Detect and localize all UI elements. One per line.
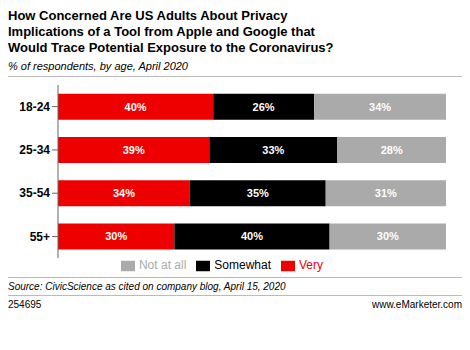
html-text:Not at all: Not at all [139, 258, 187, 273]
svg-text:40%: 40% [125, 101, 147, 113]
svg-text:34%: 34% [113, 187, 135, 199]
svg-text:31%: 31% [375, 187, 397, 199]
svg-text:28%: 28% [381, 144, 403, 156]
svg-text:55+: 55+ [30, 230, 50, 244]
svg-text:30%: 30% [377, 230, 399, 242]
html-text:254695: 254695 [8, 299, 42, 310]
html-text:Very: Very [299, 258, 323, 273]
html-text:Somewhat: Somewhat [214, 258, 271, 273]
html-text:Would Trace Potential Exposure: Would Trace Potential Exposure to the Co… [8, 40, 334, 55]
svg-text:34%: 34% [369, 101, 391, 113]
svg-text:39%: 39% [123, 144, 145, 156]
svg-text:35-54: 35-54 [19, 186, 50, 200]
html-text:Implications of a Tool from Ap: Implications of a Tool from Apple and Go… [8, 24, 315, 39]
svg-text:25-34: 25-34 [19, 143, 50, 157]
html-text:Source: CivicScience as cited: Source: CivicScience as cited on company… [8, 281, 286, 292]
html-text:How Concerned Are US Adults Ab: How Concerned Are US Adults About Privac… [8, 8, 288, 23]
svg-text:26%: 26% [253, 101, 275, 113]
html-text:% of respondents, by age, Apri: % of respondents, by age, April 2020 [8, 60, 188, 72]
svg-text:30%: 30% [105, 230, 127, 242]
svg-text:40%: 40% [241, 230, 263, 242]
svg-text:35%: 35% [247, 187, 269, 199]
html-text:www.eMarketer.com: www.eMarketer.com [372, 299, 462, 310]
svg-text:33%: 33% [262, 144, 284, 156]
svg-text:18-24: 18-24 [19, 100, 50, 114]
